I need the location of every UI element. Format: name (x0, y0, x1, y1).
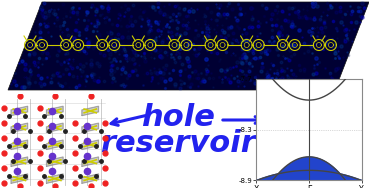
Polygon shape (11, 140, 28, 149)
Polygon shape (82, 140, 99, 149)
Polygon shape (11, 174, 28, 183)
Polygon shape (82, 157, 99, 166)
Polygon shape (46, 106, 63, 116)
Polygon shape (46, 174, 63, 183)
Polygon shape (82, 174, 99, 183)
Polygon shape (11, 123, 28, 133)
Polygon shape (46, 157, 63, 166)
Polygon shape (82, 106, 99, 116)
Text: reservoir: reservoir (100, 129, 256, 158)
Polygon shape (11, 106, 28, 116)
Polygon shape (11, 157, 28, 166)
Polygon shape (82, 123, 99, 133)
Polygon shape (46, 123, 63, 133)
Text: hole: hole (141, 104, 215, 133)
Polygon shape (8, 2, 369, 90)
Polygon shape (46, 140, 63, 149)
